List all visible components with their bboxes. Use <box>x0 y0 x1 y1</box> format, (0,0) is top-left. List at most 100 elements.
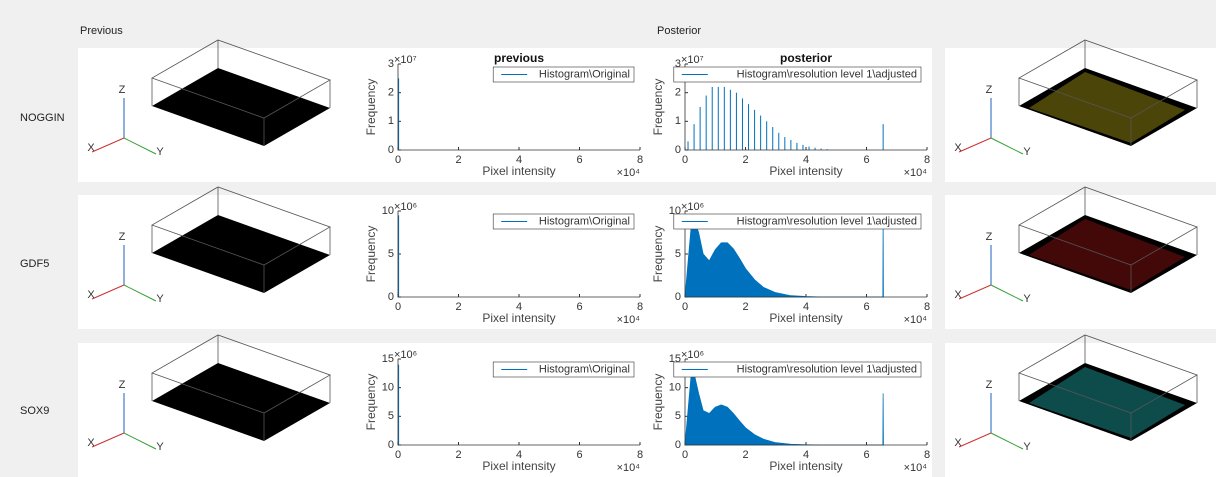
bar <box>766 121 768 150</box>
axis-label: Z <box>119 84 126 96</box>
axis-label: X <box>954 142 962 154</box>
axis-label: Z <box>119 231 126 243</box>
x-tick-label: 6 <box>863 449 869 461</box>
x-tick-label: 6 <box>576 154 582 166</box>
y-exponent: ×10⁶ <box>394 201 417 213</box>
x-tick-label: 8 <box>924 154 930 166</box>
y-exponent: ×10⁶ <box>681 349 704 361</box>
x-tick-label: 4 <box>516 449 522 461</box>
y-axis-label: Frequency <box>364 226 378 283</box>
x-tick-label: 8 <box>637 154 643 166</box>
volume-texture <box>1029 367 1185 438</box>
x-tick-label: 6 <box>863 154 869 166</box>
axes-frame <box>397 211 640 298</box>
x-exponent: ×10⁴ <box>617 462 641 474</box>
y-tick-label: 1 <box>388 115 394 127</box>
volume-face <box>152 68 330 146</box>
bar <box>687 141 689 150</box>
x-tick-label: 6 <box>576 301 582 313</box>
axis-label: X <box>87 289 95 301</box>
y-tick-label: 10 <box>669 382 681 394</box>
y-tick-label: 10 <box>382 382 394 394</box>
x-tick-label: 4 <box>516 154 522 166</box>
bar <box>398 215 400 297</box>
axis-label: X <box>954 437 962 449</box>
bar <box>748 104 750 150</box>
y-tick-label: 3 <box>388 58 394 70</box>
x-axis-label: Pixel intensity <box>769 311 842 325</box>
column-header: Posterior <box>657 25 701 37</box>
x-exponent: ×10⁴ <box>904 314 928 326</box>
axis-x <box>91 284 125 300</box>
row-label: SOX9 <box>20 405 49 417</box>
bar <box>735 92 737 150</box>
bar <box>717 86 719 150</box>
axis-label: Z <box>986 379 993 391</box>
axis-x <box>91 137 125 153</box>
y-tick-label: 5 <box>675 410 681 422</box>
bar <box>729 89 731 150</box>
axis-label: X <box>87 437 95 449</box>
x-tick-label: 2 <box>455 154 461 166</box>
bar <box>760 115 762 150</box>
bar <box>754 109 756 150</box>
x-tick-label: 0 <box>682 301 688 313</box>
y-axis-label: Frequency <box>364 79 378 136</box>
axis-y <box>990 137 1024 155</box>
axis-label: X <box>954 289 962 301</box>
y-axis-label: Frequency <box>651 79 665 136</box>
x-tick-label: 2 <box>742 301 748 313</box>
axis-label: Z <box>119 379 126 391</box>
axes-frame <box>684 64 927 151</box>
chart-title: previous <box>494 51 544 65</box>
bar <box>820 148 822 150</box>
y-exponent: ×10⁷ <box>681 54 704 66</box>
bar <box>693 124 695 150</box>
axis-label: Y <box>156 293 164 305</box>
legend-label: Histogram\resolution level 1\adjusted <box>737 363 917 375</box>
axis-y <box>123 137 157 155</box>
x-tick-label: 4 <box>516 301 522 313</box>
x-tick-label: 8 <box>637 301 643 313</box>
x-tick-label: 0 <box>682 449 688 461</box>
axes-frame <box>397 64 640 151</box>
bar <box>398 364 400 445</box>
legend-label: Histogram\resolution level 1\adjusted <box>737 215 917 227</box>
volume-texture <box>1029 72 1185 143</box>
axis-x <box>958 137 992 153</box>
x-axis-label: Pixel intensity <box>482 164 555 178</box>
volume-texture <box>1029 219 1185 290</box>
legend-box <box>673 213 922 230</box>
x-tick-label: 2 <box>455 449 461 461</box>
axis-x <box>958 284 992 300</box>
x-tick-label: 8 <box>924 301 930 313</box>
bar <box>772 127 774 150</box>
axis-label: Y <box>156 441 164 453</box>
bar <box>882 124 884 150</box>
x-axis-label: Pixel intensity <box>482 311 555 325</box>
x-axis-label: Pixel intensity <box>769 459 842 473</box>
bar <box>784 137 786 150</box>
x-tick-label: 2 <box>455 301 461 313</box>
y-tick-label: 0 <box>675 439 681 451</box>
y-tick-label: 3 <box>675 58 681 70</box>
x-tick-label: 0 <box>395 154 401 166</box>
axis-label: Y <box>1023 146 1031 158</box>
y-exponent: ×10⁶ <box>681 201 704 213</box>
x-exponent: ×10⁴ <box>904 167 928 179</box>
axis-label: Y <box>1023 293 1031 305</box>
bar <box>808 146 810 150</box>
axis-label: Z <box>986 84 993 96</box>
axis-label: Y <box>1023 441 1031 453</box>
bar <box>741 98 743 150</box>
legend-label: Histogram\Original <box>539 215 630 227</box>
y-axis-label: Frequency <box>651 226 665 283</box>
x-tick-label: 0 <box>682 154 688 166</box>
chart-title: posterior <box>780 51 832 65</box>
axis-y <box>990 432 1024 450</box>
bar <box>723 86 725 150</box>
legend-box <box>492 66 635 83</box>
x-tick-label: 0 <box>395 449 401 461</box>
legend-box <box>492 213 635 230</box>
